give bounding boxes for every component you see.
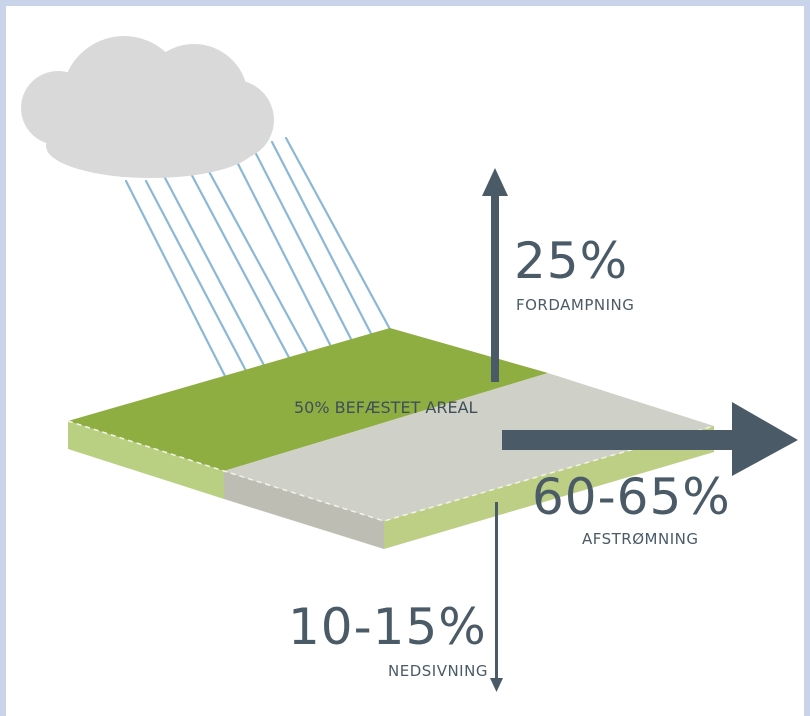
ground-edge-line (67, 420, 715, 522)
water-balance-diagram (21, 36, 798, 692)
cloud-icon (21, 36, 274, 178)
infiltration-label: NEDSIVNING (388, 662, 488, 680)
ground-side-right (384, 426, 714, 549)
arrow-up-icon (482, 168, 508, 382)
runoff-label: AFSTRØMNING (582, 530, 699, 548)
ground-side-grey (224, 471, 384, 549)
infiltration-percent: 10-15% (288, 598, 487, 656)
rain-icon (124, 136, 412, 390)
arrow-right-icon (502, 402, 798, 476)
paved-area (224, 373, 714, 521)
runoff-percent: 60-65% (532, 468, 731, 526)
green-area (68, 328, 548, 471)
evaporation-label: FORDAMPNING (516, 296, 635, 314)
arrow-down-icon (490, 502, 503, 692)
evaporation-percent: 25% (514, 232, 629, 290)
ground-side-green (68, 421, 224, 499)
center-area-label: 50% BEFÆSTET AREAL (294, 398, 478, 417)
diagram-frame: 50% BEFÆSTET AREAL 25% FORDAMPNING 60-65… (6, 6, 804, 716)
